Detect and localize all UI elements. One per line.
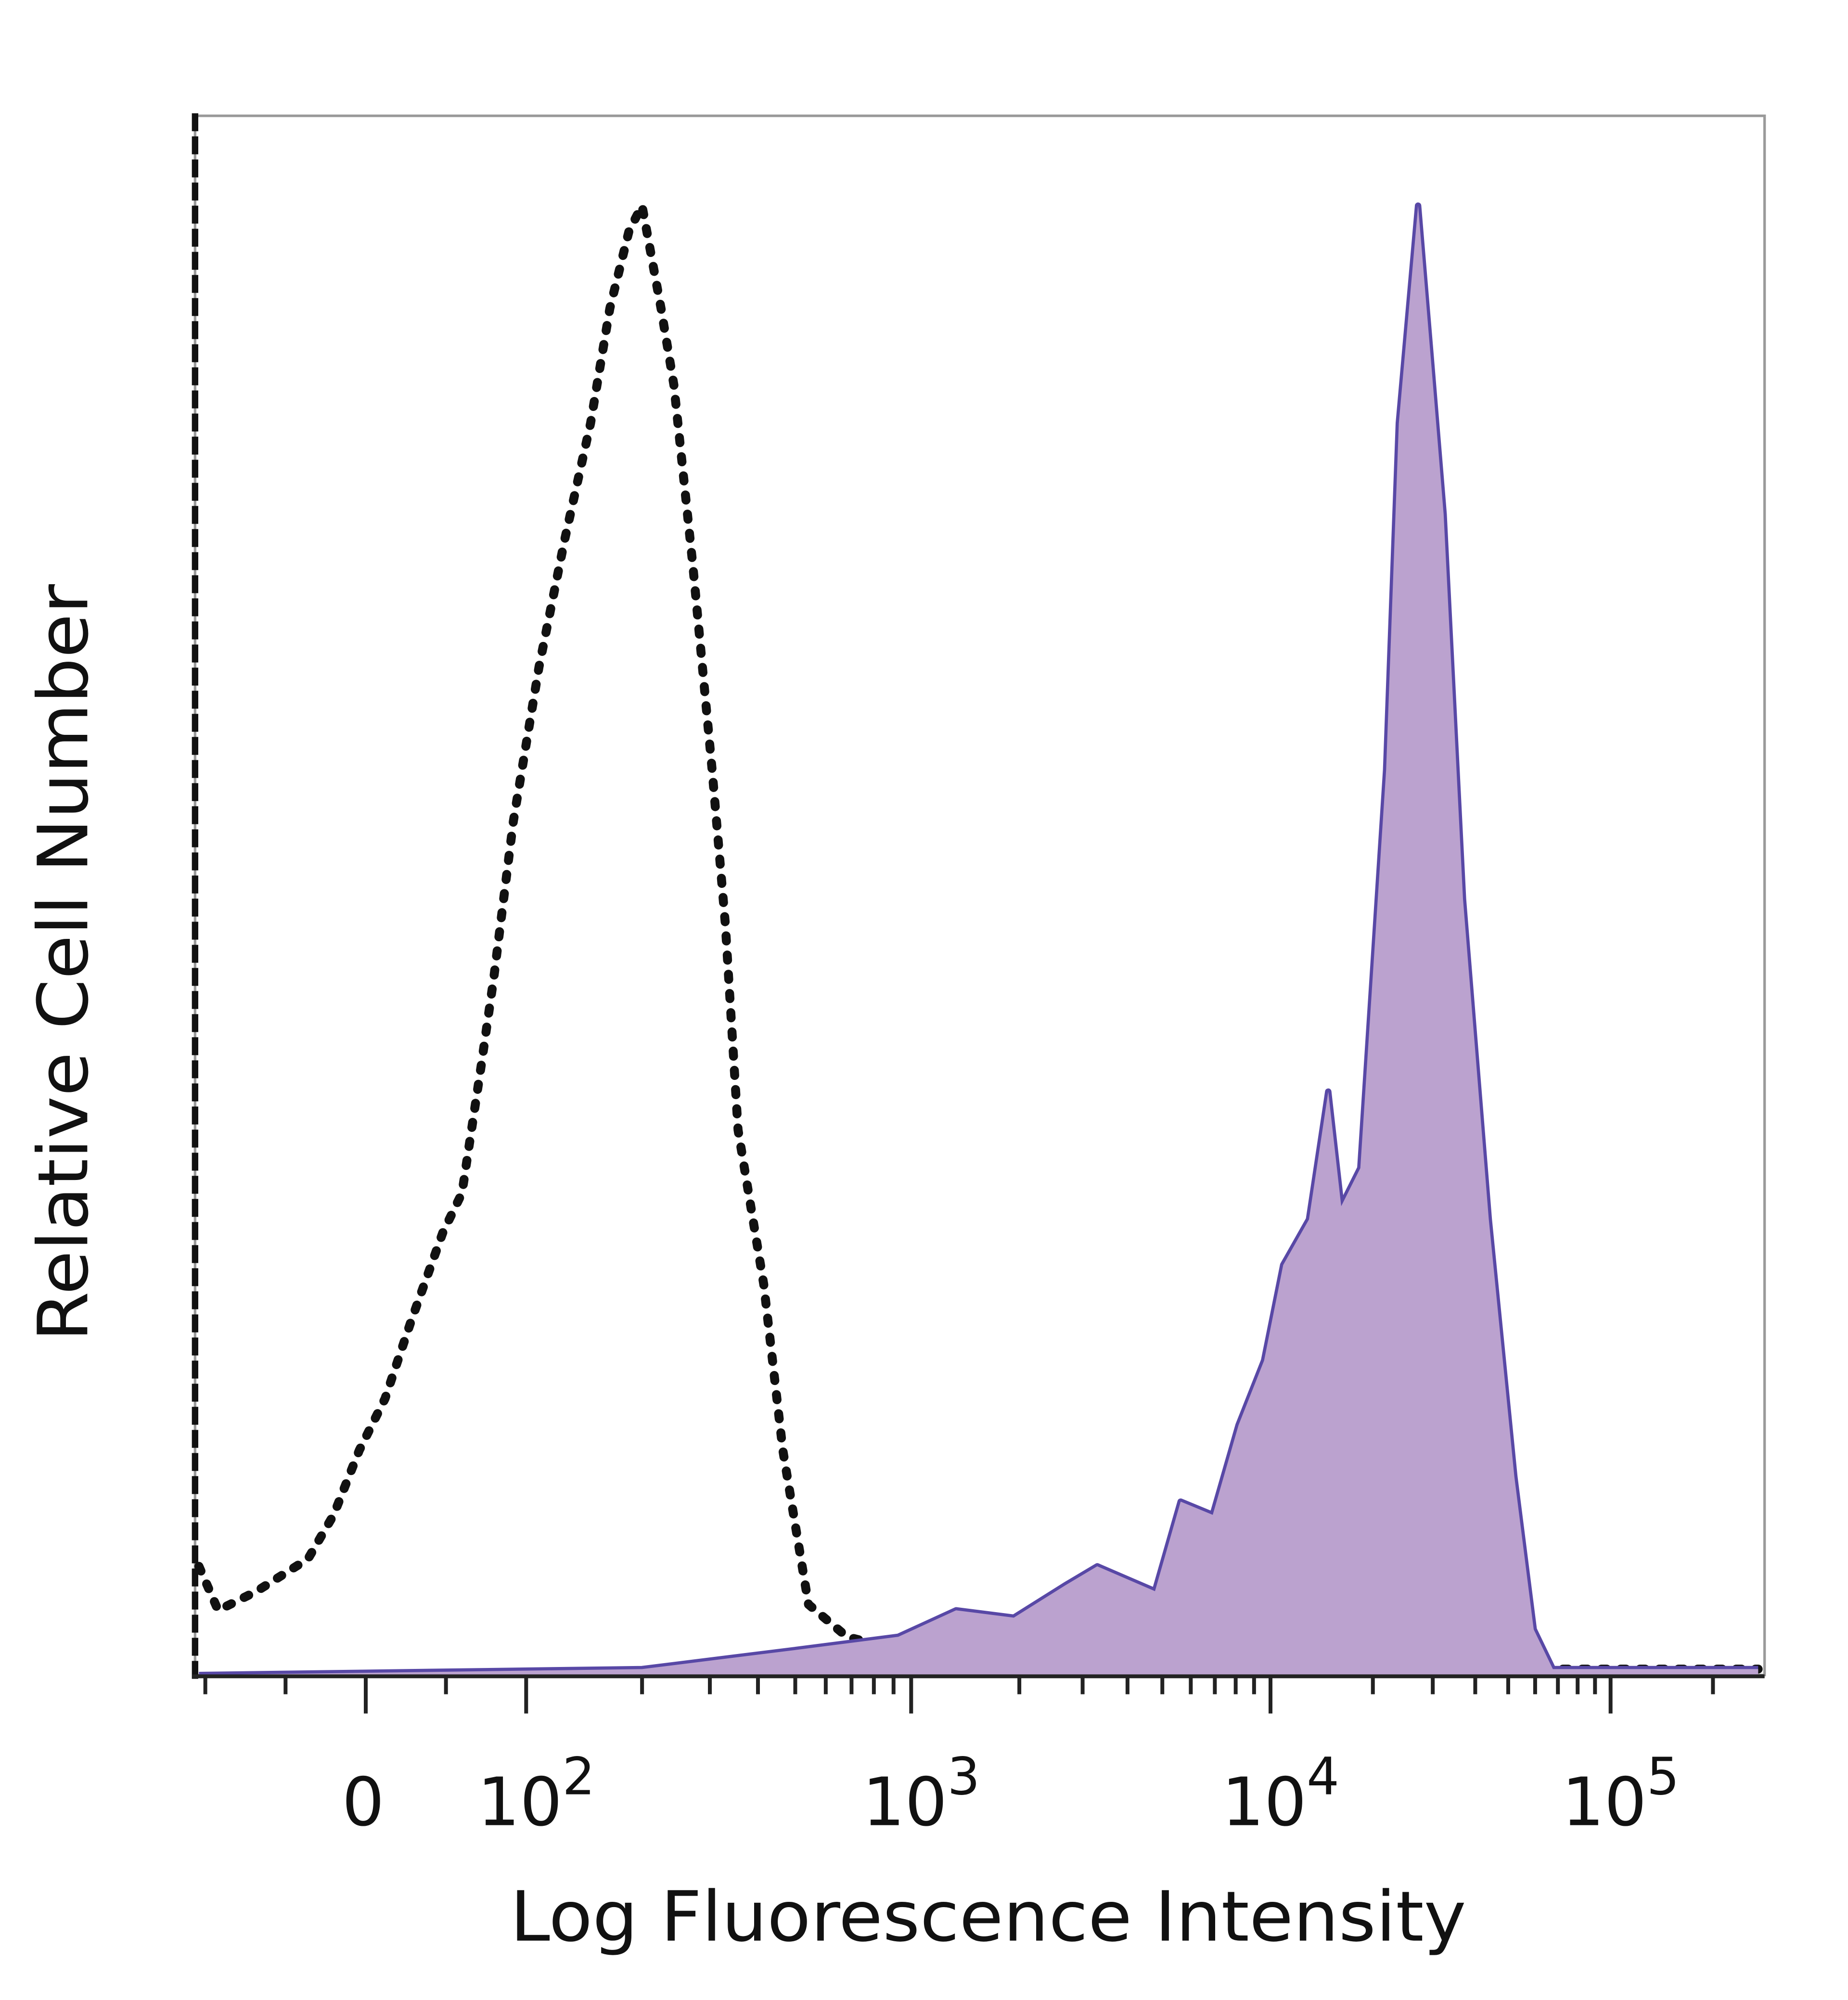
x-tick-label: 105 bbox=[1562, 1747, 1679, 1841]
series-layer bbox=[194, 201, 1763, 1679]
x-tick-exponent: 5 bbox=[1647, 1747, 1680, 1807]
x-tick-exponent: 4 bbox=[1307, 1747, 1339, 1807]
x-ticks: 0 102 103 104 105 bbox=[203, 1676, 1715, 1841]
x-tick-exponent: 3 bbox=[947, 1747, 980, 1807]
x-tick-label: 103 bbox=[862, 1747, 980, 1841]
x-tick-label: 102 bbox=[477, 1747, 595, 1841]
x-axis-label: Log Fluorescence Intensity bbox=[510, 1876, 1466, 1957]
y-axis-label: Relative Cell Number bbox=[23, 584, 103, 1341]
series-fill-1 bbox=[199, 205, 1758, 1675]
x-tick-label: 0 bbox=[342, 1763, 385, 1841]
x-tick-label: 104 bbox=[1222, 1747, 1339, 1841]
stained-histogram-line bbox=[199, 202, 1758, 1679]
control-histogram-line bbox=[194, 201, 1763, 1674]
plot-frame bbox=[193, 115, 1766, 1677]
x-tick-exponent: 2 bbox=[562, 1747, 595, 1807]
